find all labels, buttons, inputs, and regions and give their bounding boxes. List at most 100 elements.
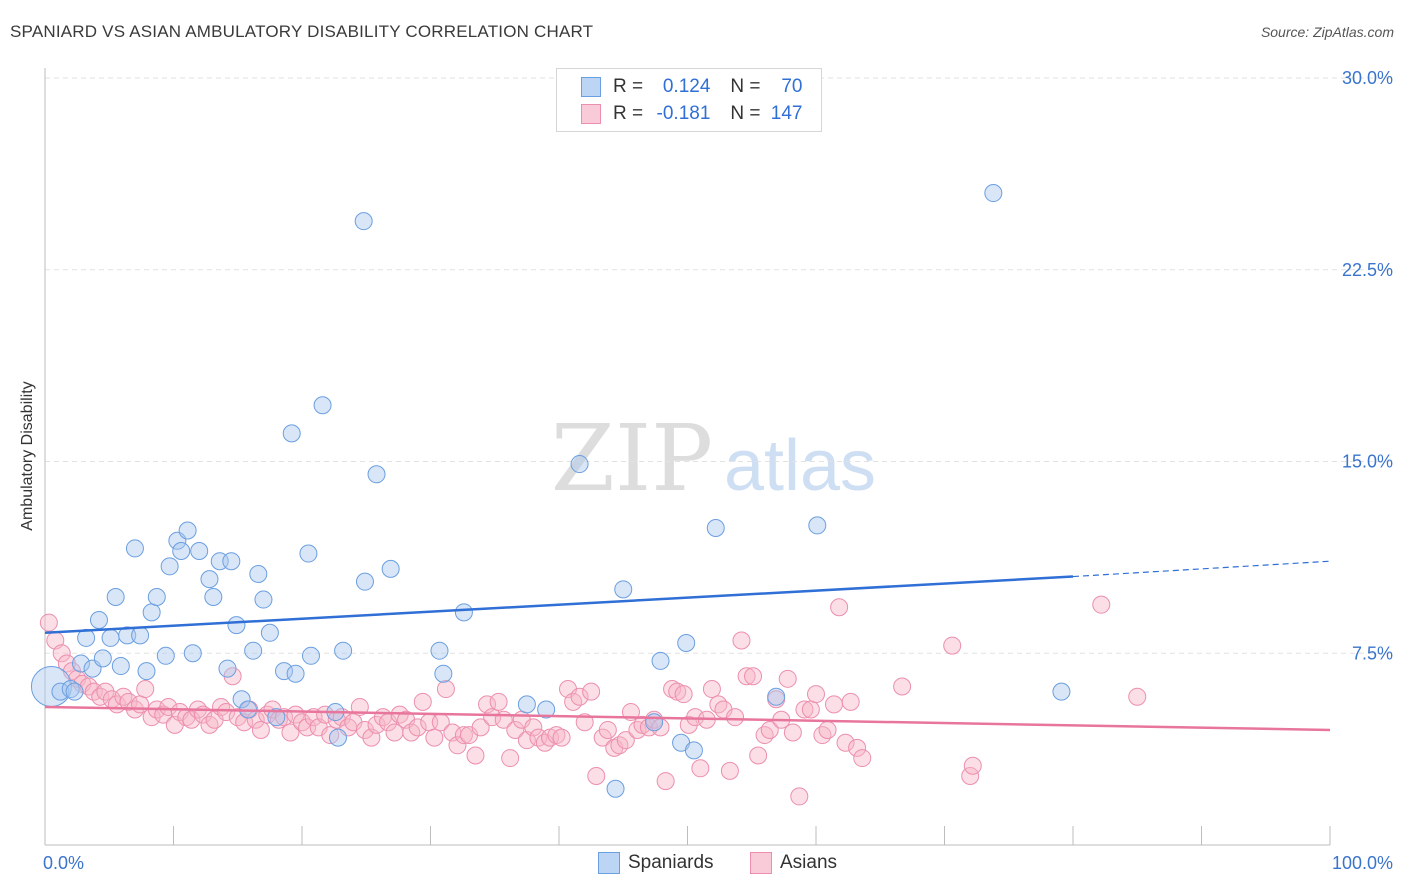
asians-point [674, 685, 693, 704]
spaniards-point [1052, 682, 1071, 701]
asians-point [702, 680, 721, 699]
spaniards-point [111, 657, 130, 676]
asians-point [217, 703, 236, 722]
y-tick-labels: 7.5% 15.0% 22.5% 30.0% [1342, 68, 1393, 663]
legend-label-asians: Asians [780, 852, 838, 873]
asians-point [466, 746, 485, 765]
spaniards-point [160, 557, 179, 576]
asians-point [961, 766, 980, 785]
spaniards-point [118, 626, 137, 645]
asians-point [91, 687, 110, 706]
legend-label-spaniards: Spaniards [628, 852, 714, 873]
spaniards-point [381, 559, 400, 578]
spaniards-point [606, 779, 625, 798]
stats-row-spaniards: R = 0.124 N = 70 [581, 75, 803, 99]
spaniards-point [218, 659, 237, 678]
asians-point [744, 667, 763, 686]
x-tick-labels: 0.0% 100.0% [43, 853, 1393, 873]
y-tick-label: 15.0% [1342, 452, 1393, 472]
asians-point [830, 598, 849, 617]
asians-point [760, 720, 779, 739]
spaniards-point [147, 588, 166, 607]
asians-point [598, 720, 617, 739]
asians-point [367, 715, 386, 734]
grid-lines [45, 77, 1392, 654]
spaniards-trend-extension [1072, 560, 1331, 578]
spaniards-point [355, 572, 374, 591]
spaniards-point [125, 539, 144, 558]
spaniards-point [71, 654, 90, 673]
spaniards-legend-swatch [598, 852, 620, 874]
spaniards-point [244, 641, 263, 660]
y-tick-label: 22.5% [1342, 260, 1393, 280]
asians-point [807, 685, 825, 704]
x-tick-label: 0.0% [43, 853, 84, 873]
n-label: N = [730, 76, 761, 97]
r-value: 0.124 [662, 76, 711, 97]
spaniards-point [275, 662, 294, 681]
asians-point [114, 687, 133, 706]
spaniards-point [301, 646, 320, 665]
spaniards-point [204, 588, 223, 607]
spaniards-point [367, 465, 386, 484]
legend-asians[interactable]: Asians [750, 852, 837, 874]
asians-point [413, 692, 432, 711]
asians-point [524, 718, 543, 737]
spaniards-point [984, 184, 1003, 203]
asians-point [720, 761, 739, 780]
asians-point [801, 700, 820, 719]
spaniards-point [808, 516, 827, 535]
spaniards-points [30, 184, 1071, 798]
asians-swatch [581, 104, 601, 124]
spaniards-point [767, 687, 786, 706]
asians-point [663, 680, 682, 699]
r-label: R = [613, 103, 644, 124]
asians-legend-swatch [750, 852, 772, 874]
asians-point [489, 692, 508, 711]
spaniards-point [101, 628, 120, 647]
spaniards-point [614, 580, 633, 599]
spaniards-swatch [581, 77, 601, 97]
asians-point [732, 631, 751, 650]
spaniards-trend-line [44, 575, 1074, 635]
asians-point [350, 697, 369, 716]
spaniards-point [260, 623, 279, 642]
asians-point [755, 726, 774, 745]
asians-point [848, 738, 867, 757]
n-label: N = [730, 103, 761, 124]
asians-points [39, 595, 1147, 806]
asians-point [691, 759, 710, 778]
spaniards-point [227, 616, 246, 635]
spaniards-point [354, 212, 373, 231]
spaniards-point [249, 564, 268, 583]
stats-legend-box: R = 0.124 N = 70 R = -0.181 N = 147 [556, 68, 822, 132]
asians-point [408, 718, 427, 737]
y-tick-label: 30.0% [1342, 68, 1393, 88]
spaniards-point [254, 590, 273, 609]
asians-point [818, 720, 837, 739]
asians-point [726, 708, 745, 727]
legend-spaniards[interactable]: Spaniards [598, 852, 714, 874]
n-value: 147 [770, 103, 803, 124]
watermark-zip: ZIP [551, 405, 713, 512]
asians-point [79, 677, 98, 696]
asians-point [841, 692, 860, 711]
asians-point [836, 733, 855, 752]
spaniards-point [313, 396, 332, 415]
asians-trend-line [44, 705, 1331, 732]
asians-point [1128, 687, 1147, 706]
asians-point [679, 715, 698, 734]
asians-point [200, 715, 219, 734]
asians-point [587, 766, 606, 785]
spaniards-point [267, 708, 286, 727]
axes [44, 68, 1331, 846]
spaniards-point [156, 646, 175, 665]
spaniards-point [142, 603, 161, 622]
asians-point [790, 787, 809, 806]
watermark-atlas: atlas [724, 426, 876, 506]
asians-point [737, 667, 756, 686]
asians-point [251, 720, 270, 739]
asians-point [96, 682, 115, 701]
asians-point [425, 728, 444, 747]
